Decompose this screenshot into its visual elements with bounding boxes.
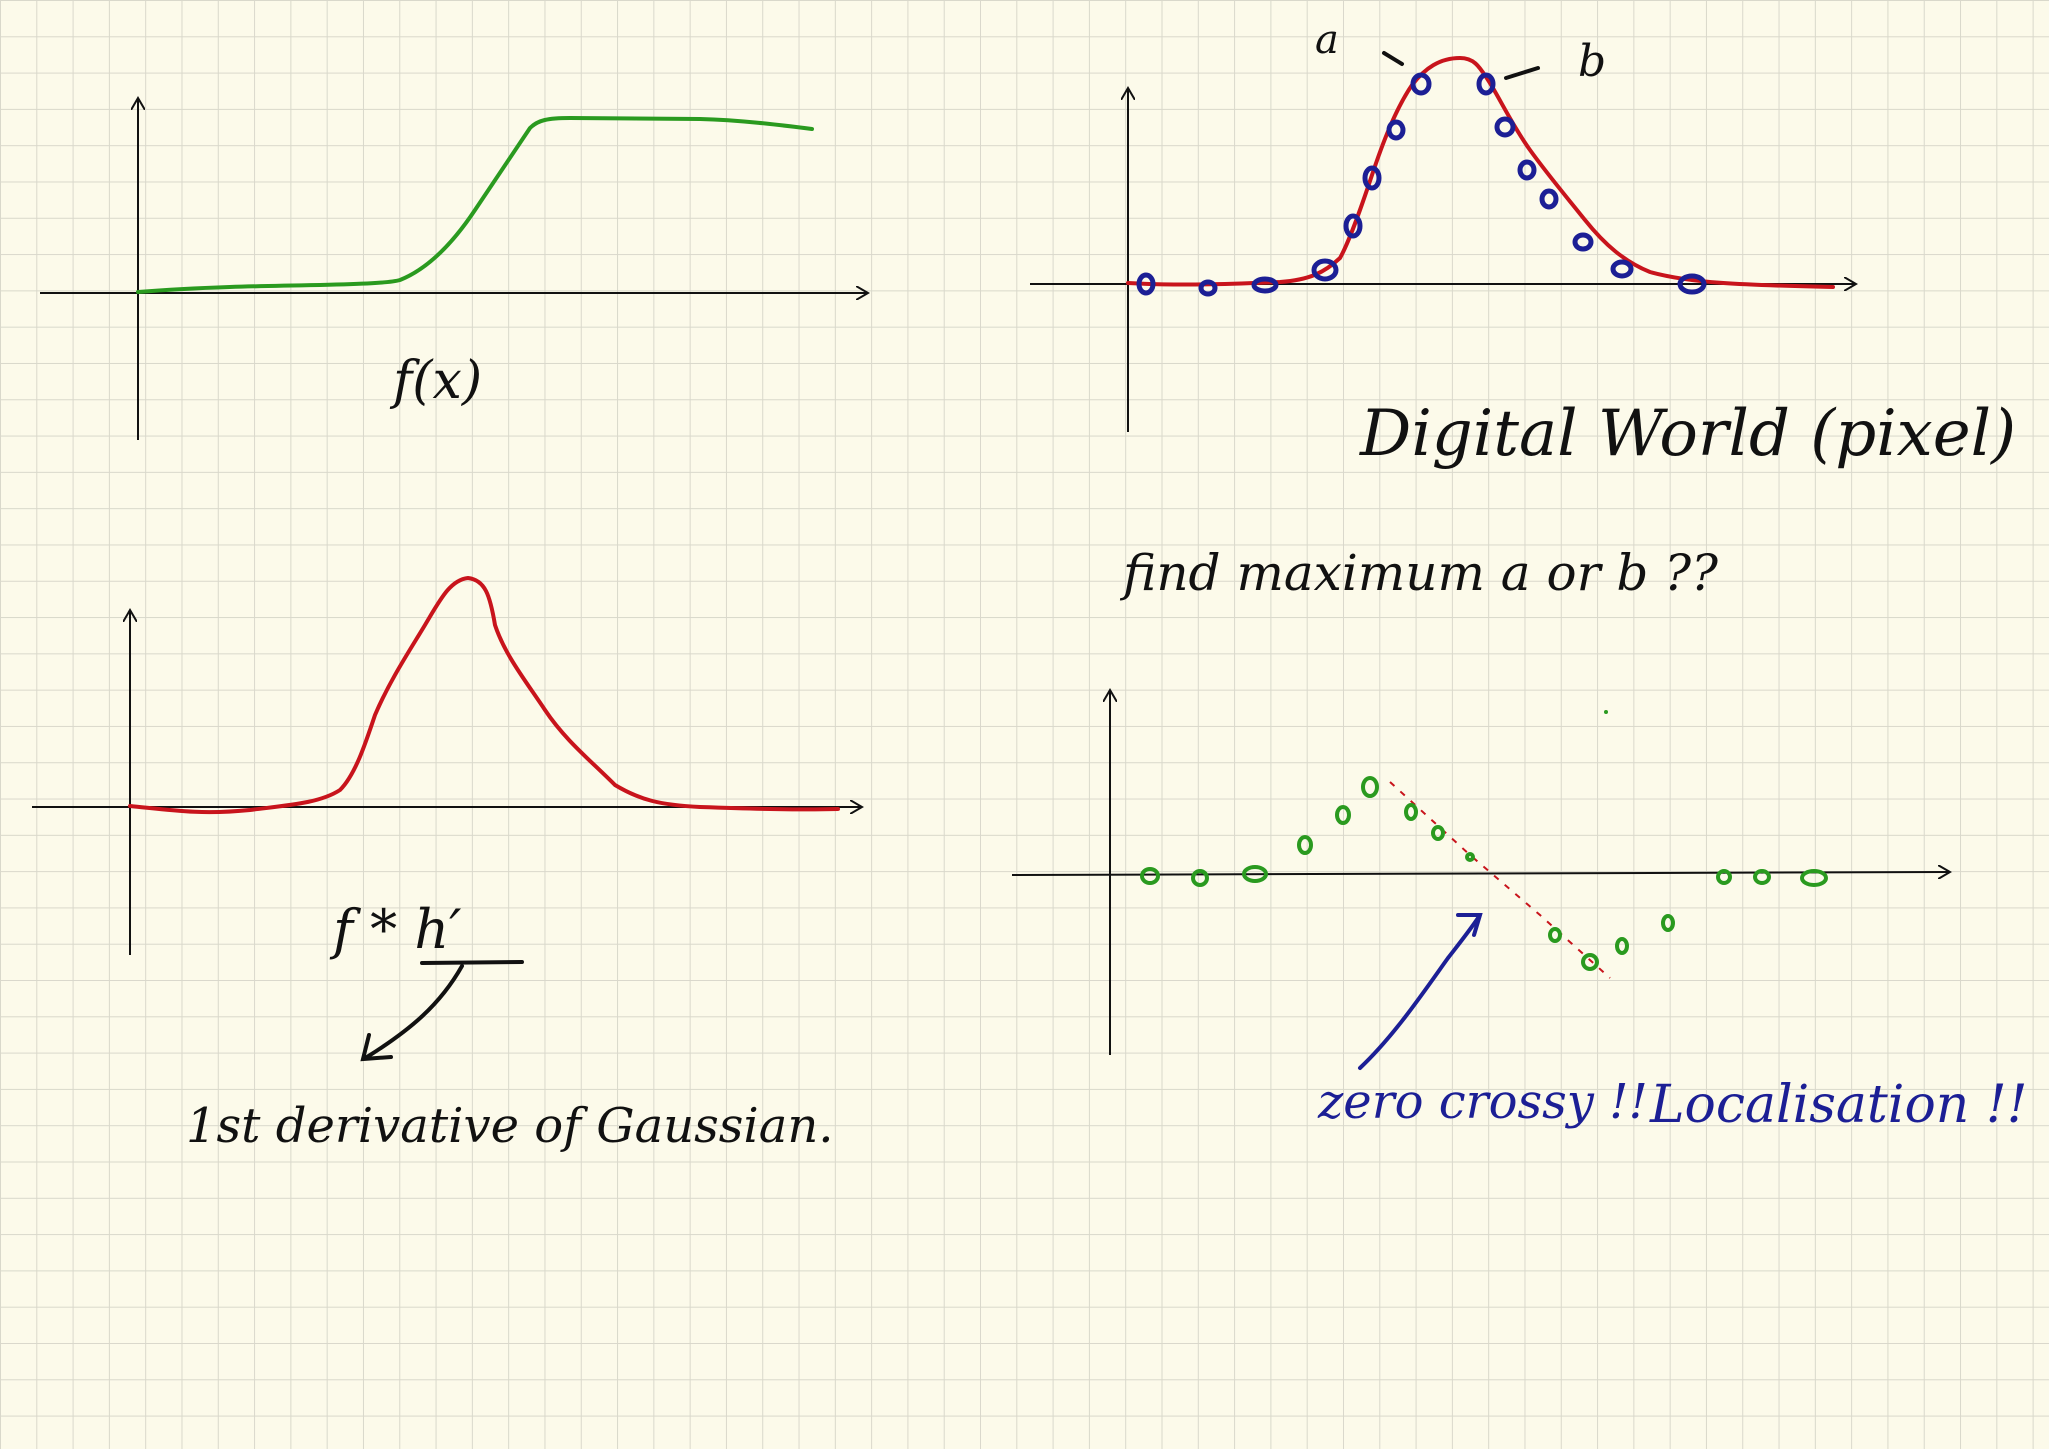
step-function-plot: f(x) xyxy=(40,98,868,440)
sample-point xyxy=(1615,937,1629,955)
conv-label: f * h′ xyxy=(329,898,461,961)
sample-point xyxy=(1581,953,1599,971)
zero-crossing-label: zero crossy !! xyxy=(1317,1074,1648,1130)
sample-point xyxy=(1410,72,1432,96)
sample-point xyxy=(1539,188,1559,210)
sample-point xyxy=(1251,276,1279,294)
point-a-tick xyxy=(1382,51,1404,66)
sample-point xyxy=(1800,869,1828,887)
sample-point xyxy=(1191,869,1209,887)
sample-point xyxy=(1335,805,1351,825)
digital-world-title: Digital World (pixel) xyxy=(1359,397,2016,471)
dashed-slope xyxy=(1389,781,1611,979)
stray-dot xyxy=(1604,710,1608,714)
point-b-tick xyxy=(1504,66,1540,80)
sample-point xyxy=(1476,72,1496,96)
point-b-label: b xyxy=(1578,36,1606,87)
sample-point xyxy=(1572,232,1594,252)
sample-point xyxy=(1386,119,1406,141)
sample-point xyxy=(1716,869,1732,885)
sample-point xyxy=(1198,279,1218,297)
sample-point xyxy=(1661,914,1675,932)
derivative-note: 1st derivative of Gaussian. xyxy=(186,1098,834,1154)
sample-point xyxy=(1343,213,1363,239)
pointer-arrow-head xyxy=(360,1033,393,1062)
sample-point xyxy=(1753,869,1771,885)
sample-point xyxy=(1517,159,1537,181)
sample-points xyxy=(1136,72,1707,297)
sample-point xyxy=(1431,825,1445,841)
x-axis xyxy=(1011,872,1950,875)
zero-crossing-plot: zero crossy !! Localisation !! xyxy=(1011,690,2028,1135)
gaussian-curve xyxy=(128,575,840,815)
point-a-label: a xyxy=(1315,17,1339,63)
sample-point xyxy=(1548,927,1562,943)
sample-point xyxy=(1297,835,1313,855)
gaussian-derivative-plot: f * h′ 1st derivative of Gaussian. xyxy=(32,575,862,1154)
localisation-label: Localisation !! xyxy=(1649,1075,2028,1135)
sample-point xyxy=(1311,258,1339,282)
sample-point xyxy=(1242,865,1268,883)
question-text: find maximum a or b ?? xyxy=(1119,544,1719,602)
sample-point xyxy=(1362,165,1382,191)
sample-point xyxy=(1361,776,1379,798)
sample-point xyxy=(1465,852,1475,862)
sample-point xyxy=(1494,116,1516,138)
sample-point xyxy=(1677,273,1707,295)
sample-point xyxy=(1140,867,1160,885)
pointer-arrow xyxy=(365,964,464,1059)
fx-label: f(x) xyxy=(389,351,482,411)
digital-world-plot: a b Digital World (pixel) find maximum a… xyxy=(1030,17,2016,602)
underline-mark xyxy=(420,960,524,965)
step-curve xyxy=(136,115,814,294)
sample-point xyxy=(1404,803,1418,821)
sample-point xyxy=(1136,272,1156,296)
zero-crossing-arrow xyxy=(1358,916,1480,1070)
sample-point xyxy=(1610,259,1634,279)
derivative-samples xyxy=(1140,776,1828,971)
zero-crossing-arrow-head xyxy=(1456,913,1483,937)
